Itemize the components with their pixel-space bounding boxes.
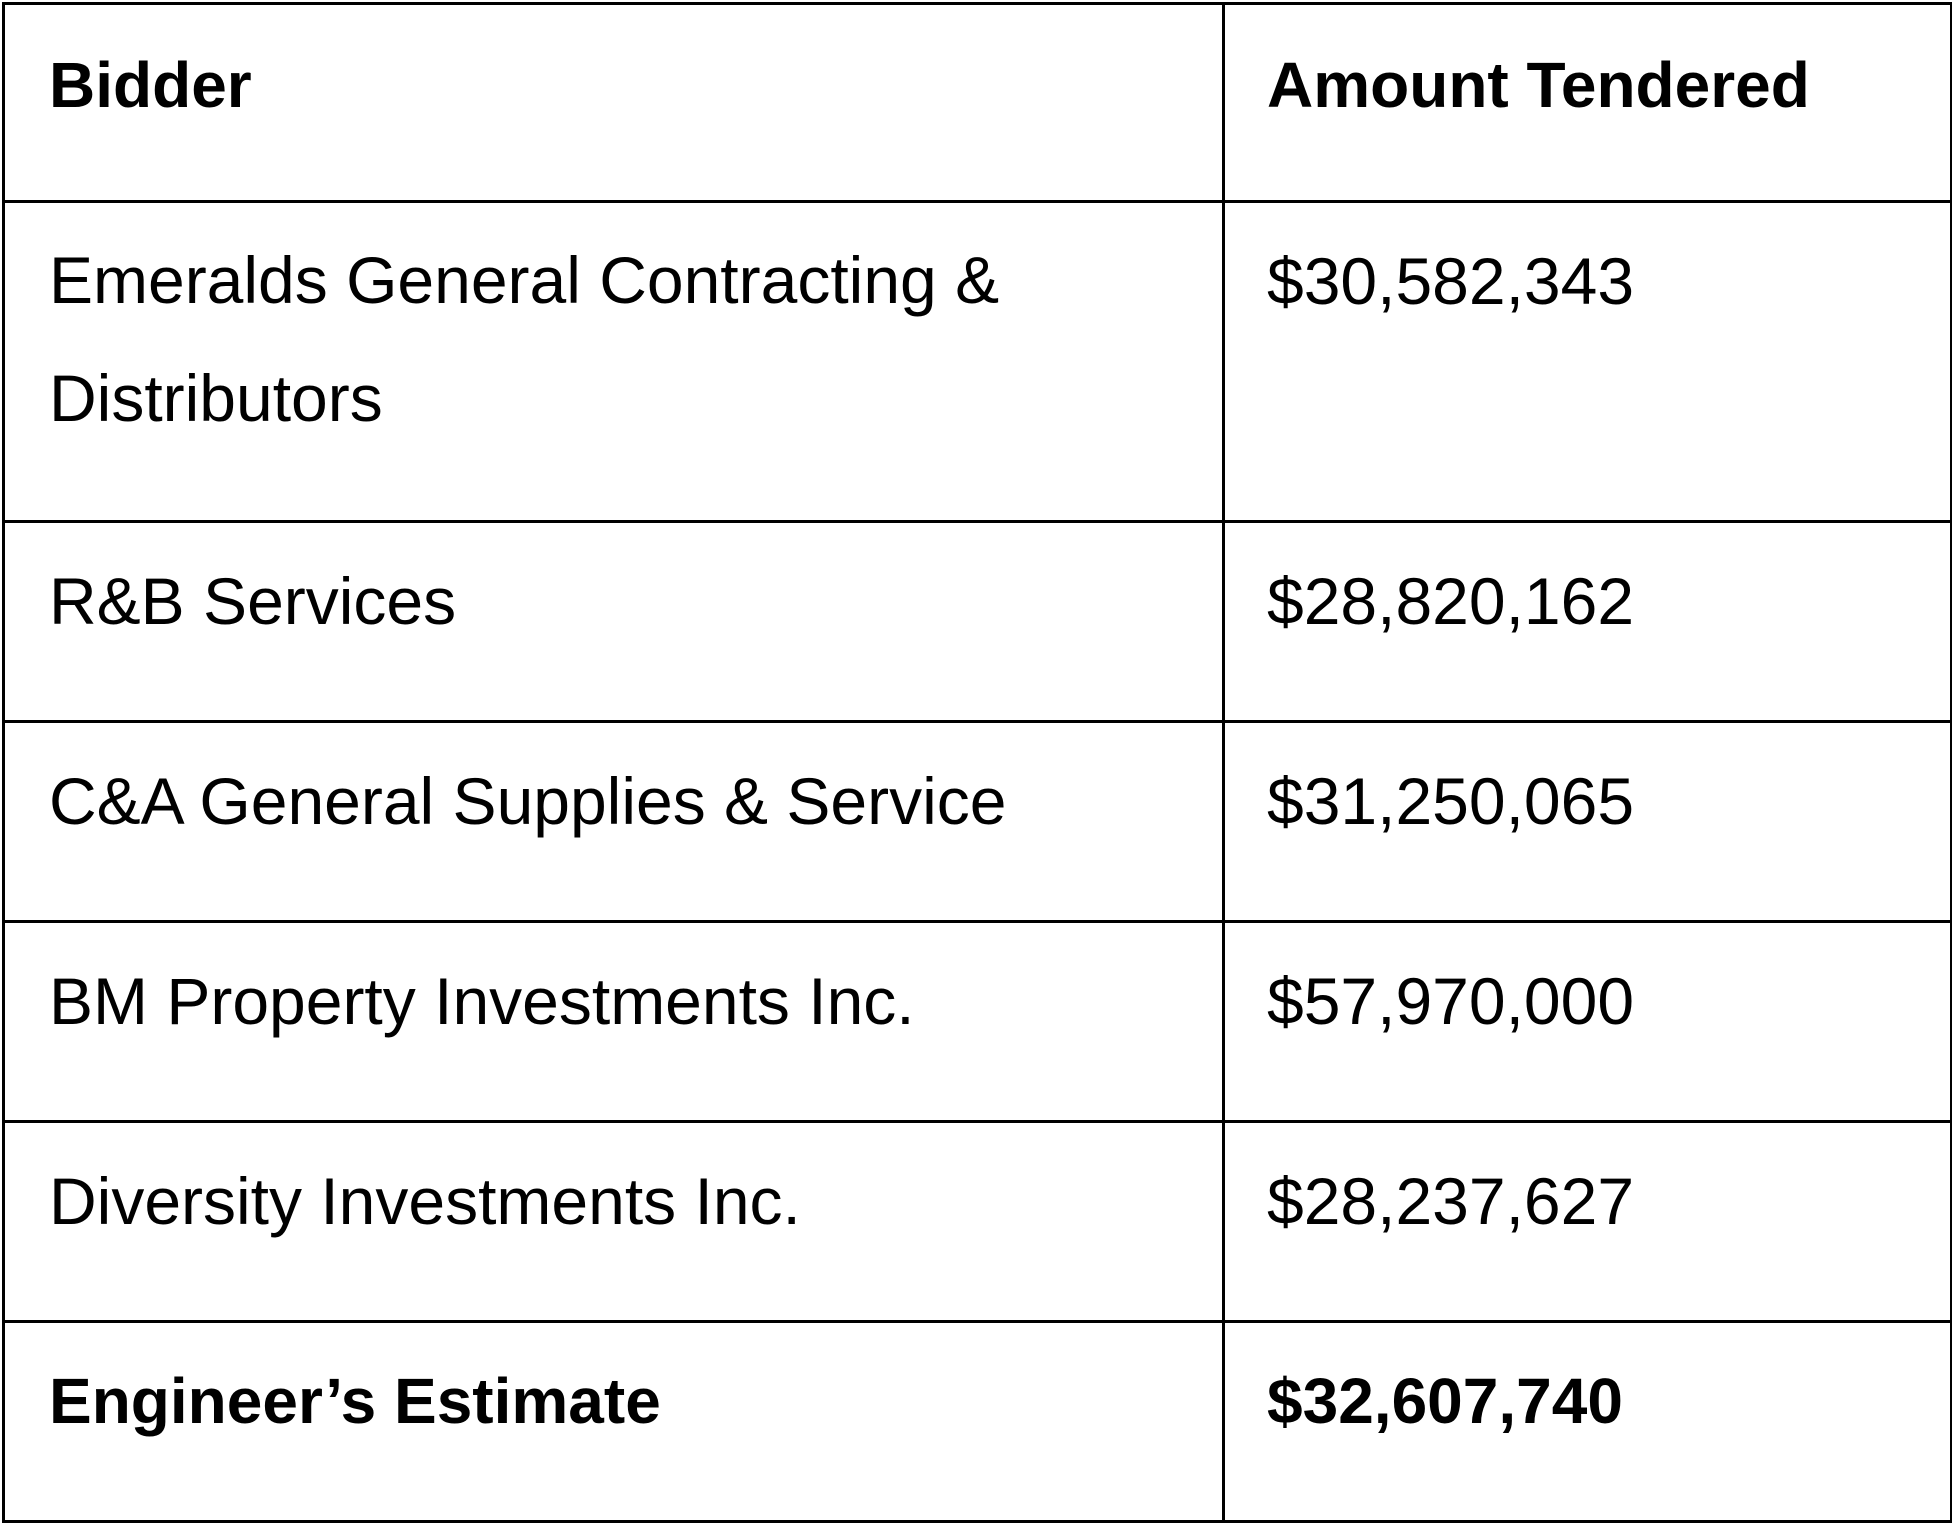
estimate-amount: $32,607,740 [1222,1320,1952,1523]
amount-cell: $31,250,065 [1222,720,1952,923]
bidder-cell: Emeralds General Contracting & Distribut… [2,200,1225,523]
amount-cell: $30,582,343 [1222,200,1952,523]
bidder-cell: C&A General Supplies & Service [2,720,1225,923]
table-row: C&A General Supplies & Service $31,250,0… [2,720,1952,923]
amount-cell: $57,970,000 [1222,920,1952,1123]
bidder-cell: Diversity Investments Inc. [2,1120,1225,1323]
header-amount-tendered: Amount Tendered [1222,2,1952,203]
header-bidder: Bidder [2,2,1225,203]
bidder-cell: BM Property Investments Inc. [2,920,1225,1123]
amount-cell: $28,237,627 [1222,1120,1952,1323]
estimate-label: Engineer’s Estimate [2,1320,1225,1523]
bidder-cell: R&B Services [2,520,1225,723]
table-row: Diversity Investments Inc. $28,237,627 [2,1120,1952,1323]
table-row: R&B Services $28,820,162 [2,520,1952,723]
table-row: BM Property Investments Inc. $57,970,000 [2,920,1952,1123]
table-row: Emeralds General Contracting & Distribut… [2,200,1952,523]
engineer-estimate-row: Engineer’s Estimate $32,607,740 [2,1320,1952,1523]
amount-cell: $28,820,162 [1222,520,1952,723]
table-header-row: Bidder Amount Tendered [2,2,1952,203]
